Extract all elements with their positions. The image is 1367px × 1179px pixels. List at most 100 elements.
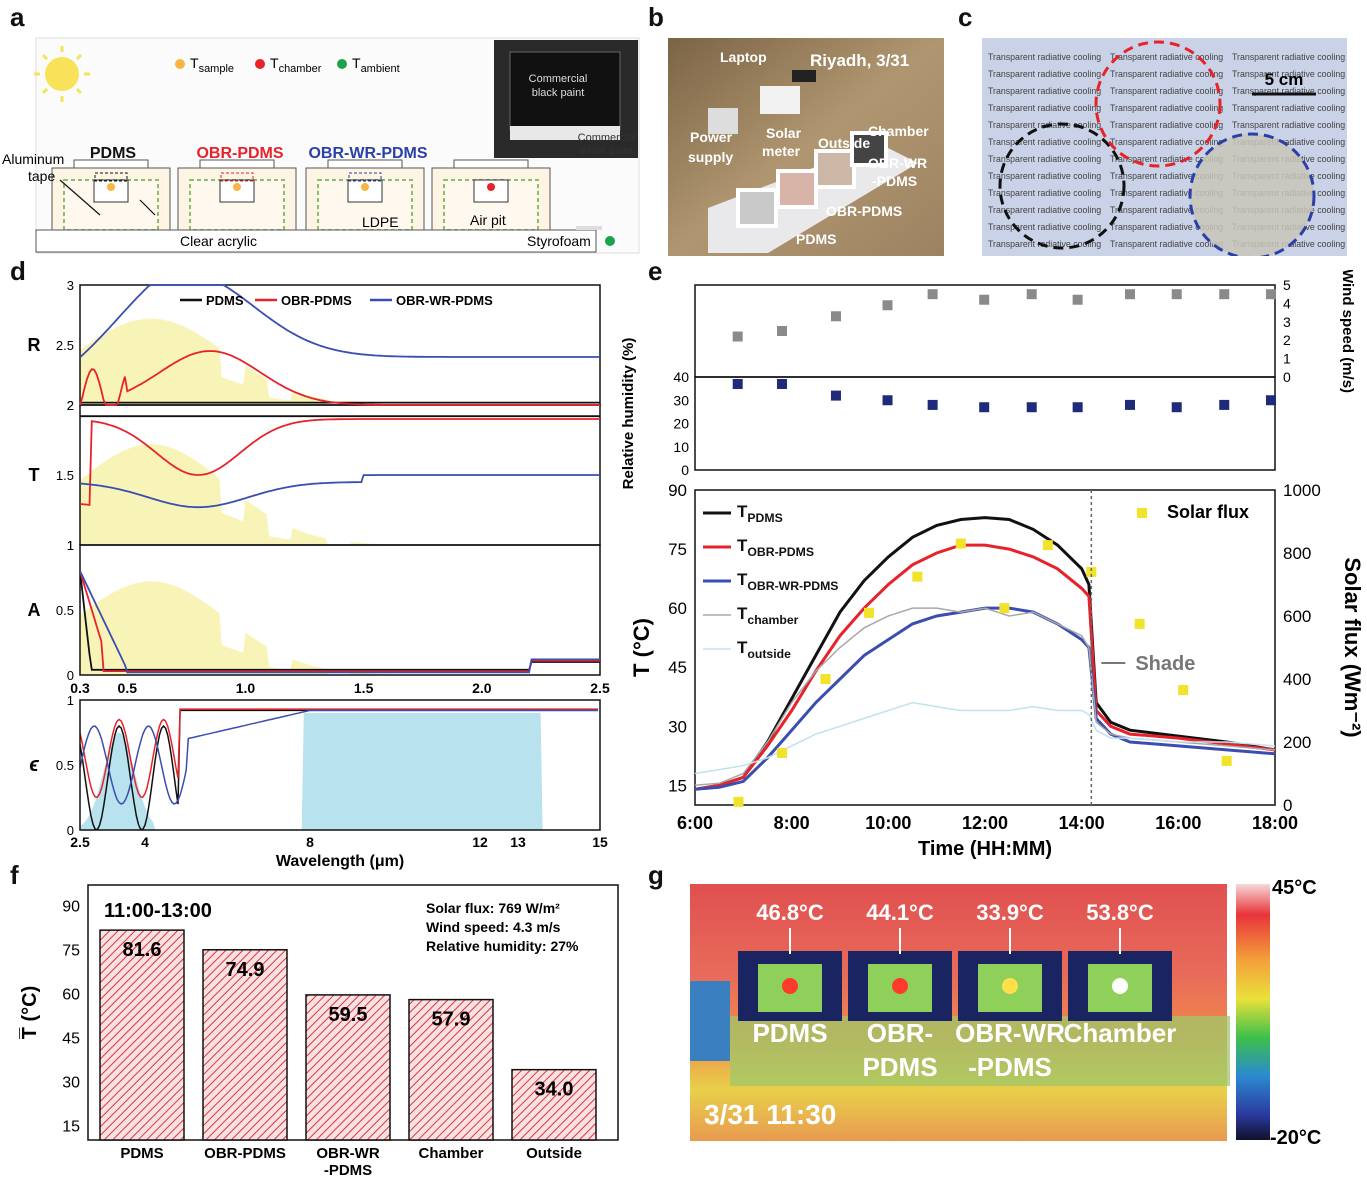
- legend-entry: OBR-WR-PDMS: [396, 293, 493, 308]
- photo-label-6: Chamber: [868, 123, 929, 139]
- ytick-label: 0.5: [56, 603, 74, 618]
- temp-tick: 60: [668, 599, 687, 618]
- xtick-label: 1.5: [354, 680, 374, 696]
- panel-f-chart: 81.6 PDMS 74.9 OBR-PDMS 59.5 OBR-WR-PDMS 57.9 C…: [19, 884, 619, 1179]
- panel-letter-a: a: [10, 2, 25, 32]
- bar: [99, 929, 185, 1141]
- ytick-label: 90: [62, 899, 80, 916]
- humidity-point: [1125, 399, 1135, 410]
- hotspot-icon: [1112, 978, 1128, 994]
- bar-value-label: 81.6: [123, 939, 162, 961]
- photo-label-0: Laptop: [720, 49, 767, 65]
- photo-white-label-2: white paint: [580, 145, 634, 157]
- repeated-text: Transparent radiative cooling: [1110, 137, 1223, 147]
- legend-OBR-WR-PDMS: TOBR-WR-PDMS: [737, 570, 838, 593]
- time-tick: 6:00: [677, 813, 713, 833]
- temp-tick: 30: [668, 717, 687, 736]
- category-label: -PDMS: [324, 1162, 372, 1179]
- sample-name: PDMS: [862, 1052, 937, 1082]
- panel-letter-g: g: [648, 860, 664, 890]
- legend-main: T: [270, 55, 279, 71]
- panel-b-photo: Riyadh, 3/31 Laptop Outside Power supply Sola…: [668, 38, 944, 256]
- solar-legend-marker: [1137, 508, 1147, 518]
- black-dashed-circle: [998, 122, 1126, 250]
- curve-A-PDMS: [79, 570, 600, 671]
- xtick-label: 4: [141, 834, 149, 850]
- humidity-point: [1219, 399, 1230, 410]
- humidity-point: [777, 378, 787, 389]
- xtick-label: 13: [510, 834, 526, 850]
- acrylic-label: Clear acrylic: [180, 233, 257, 249]
- repeated-text: Transparent radiative cooling: [1110, 171, 1223, 181]
- legend-PDMS-main: T: [737, 502, 748, 521]
- sun-icon: [34, 46, 90, 102]
- legend-OBR-PDMS: TOBR-PDMS: [737, 536, 814, 559]
- blue-dashed-circle: [1188, 132, 1316, 256]
- series-outside: [694, 701, 1276, 775]
- panel-letter-e: e: [648, 256, 663, 286]
- wind-axis-title: Wind speed (m/s): [1339, 270, 1356, 393]
- legend-chamber-sub: chamber: [747, 613, 798, 627]
- humidity-tick: 30: [673, 392, 689, 408]
- ytick-label: 75: [62, 942, 80, 959]
- series-OBR-WR-PDMS: [694, 606, 1276, 791]
- repeated-text: Transparent radiative cooling: [1110, 239, 1223, 249]
- legend-chamber-main: T: [737, 604, 748, 623]
- temp-tick: 15: [668, 776, 687, 795]
- thermal-color-scale: [1236, 884, 1270, 1140]
- humidity-tick: 20: [673, 416, 689, 432]
- legend-entry: OBR-PDMS: [281, 293, 352, 308]
- repeated-text: Transparent radiative cooling: [1232, 52, 1345, 62]
- solar-axis-title: Solar flux (Wm⁻²): [1340, 557, 1365, 737]
- repeated-text: Transparent radiative cooling: [1110, 120, 1223, 130]
- sample-name: OBR-WR: [955, 1018, 1065, 1048]
- thermal-sample-2: 33.9°C OBR-WR -PDMS: [955, 900, 1065, 1082]
- temp-axis-title: T (°C): [629, 618, 654, 677]
- panel-c-photo: Transparent radiative cooling Transparent…: [982, 38, 1347, 256]
- wind-point: [1072, 294, 1083, 305]
- xtick-label: 1.0: [236, 680, 256, 696]
- wind-tick: 4: [1283, 295, 1291, 311]
- ytick-label: 45: [62, 1030, 80, 1047]
- photo-label-3: supply: [688, 149, 733, 165]
- photo-label-9: OBR-PDMS: [826, 203, 902, 219]
- solar-flux-point: [1221, 755, 1232, 766]
- repeated-text: Transparent radiative cooling: [1232, 86, 1345, 96]
- ytick-label: 30: [62, 1074, 80, 1091]
- series-PDMS: [694, 516, 1276, 791]
- wind-point: [979, 294, 990, 305]
- emissivity-curve-OBR-WR-PDMS: [79, 709, 598, 805]
- sensor-dot-icon: [487, 183, 495, 191]
- solar-flux-point: [1086, 566, 1097, 577]
- repeated-text: Transparent radiative cooling: [1110, 188, 1223, 198]
- photo-label-10: PDMS: [796, 231, 836, 247]
- tape-label: tape: [28, 168, 55, 184]
- chamber-box-0: [51, 159, 171, 231]
- sample-name: OBR-: [867, 1018, 933, 1048]
- sample-name: -PDMS: [968, 1052, 1052, 1082]
- photo-label-5: meter: [762, 143, 801, 159]
- wind-point: [777, 326, 787, 336]
- arrow-aluminum-icon: [59, 179, 101, 216]
- bar: [511, 1068, 597, 1141]
- time-tick: 8:00: [774, 813, 810, 833]
- thermal-sample-1: 44.1°C OBR- PDMS: [848, 900, 952, 1082]
- xtick-label: 15: [592, 834, 608, 850]
- temperature-reading: 44.1°C: [866, 900, 934, 925]
- humidity-axis-title: Relative humidity (%): [620, 338, 637, 490]
- legend-label-sample: Tsample: [190, 55, 234, 75]
- time-tick: 12:00: [962, 813, 1008, 833]
- humidity-point: [979, 402, 990, 413]
- bar-value-label: 57.9: [432, 1009, 471, 1031]
- legend-sub: ambient: [361, 63, 400, 75]
- solar-tick: 0: [1283, 796, 1292, 815]
- legend-outside-sub: outside: [747, 647, 791, 661]
- humidity-point: [830, 390, 841, 401]
- category-label: PDMS: [120, 1145, 163, 1162]
- ytick-label: 0.5: [56, 758, 74, 773]
- legend-PDMS: TPDMS: [737, 502, 783, 525]
- ytick-label: 1: [67, 538, 74, 553]
- ytick-label: 1.5: [56, 468, 74, 483]
- repeated-text: Transparent radiative cooling: [988, 222, 1101, 232]
- solar-spectrum-fill: [80, 318, 600, 405]
